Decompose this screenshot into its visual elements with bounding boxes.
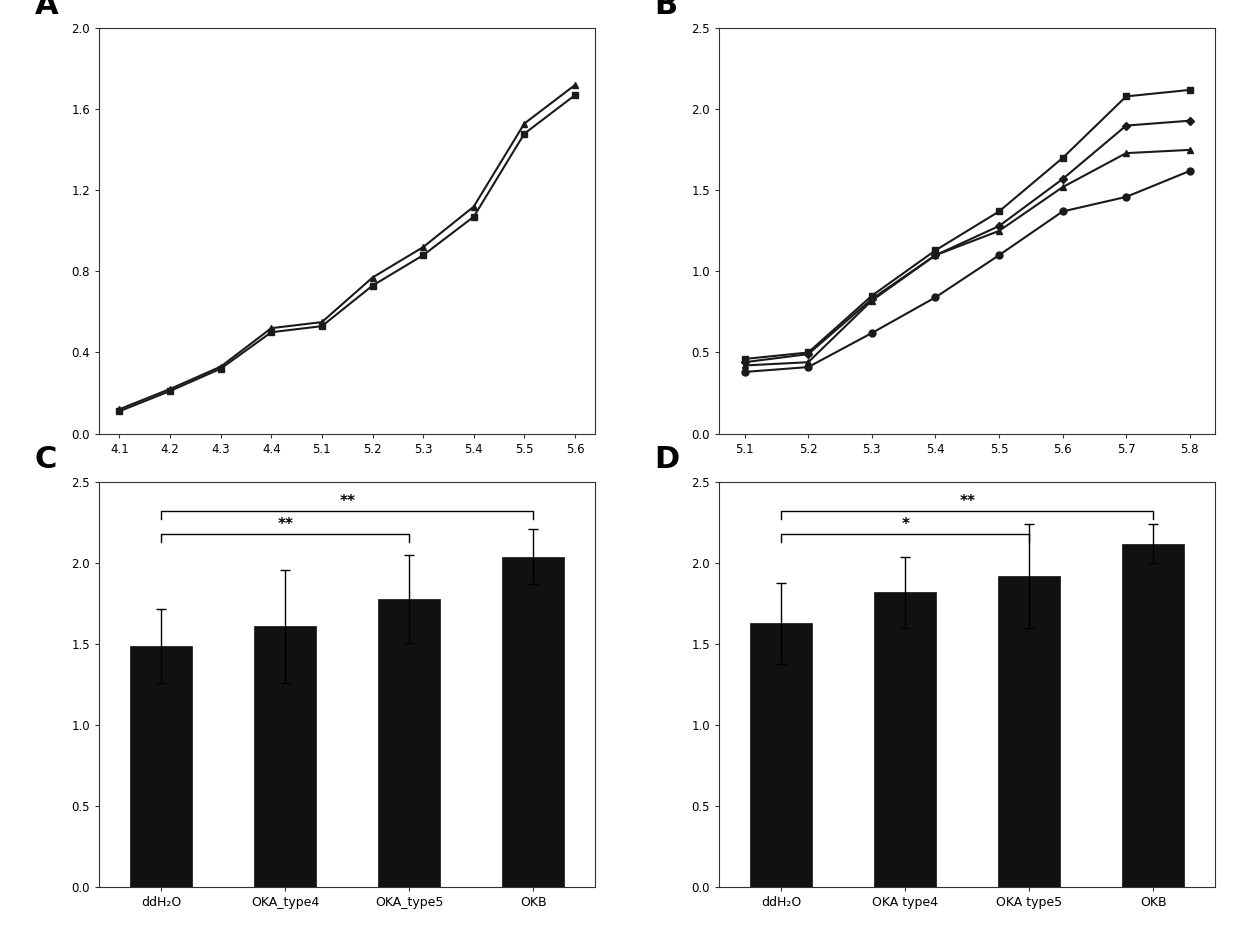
ddH$_2$O: [315, 320, 330, 331]
OKB: [928, 244, 942, 256]
OKB: [738, 353, 753, 364]
Bar: [998, 576, 1060, 887]
Text: **: **: [960, 494, 975, 509]
Line: ddH$_2$O: ddH$_2$O: [742, 167, 1193, 376]
ddH$_2$O: [864, 328, 879, 339]
OKB: [1182, 84, 1197, 95]
ddH$_2$O: [1118, 192, 1133, 203]
OKA type4: [1118, 147, 1133, 159]
Bar: [254, 627, 316, 887]
ddH$_2$O: [213, 363, 228, 375]
ddH$_2$O: [365, 280, 379, 292]
OKB: [1055, 152, 1070, 163]
ddH$_2$O: [928, 292, 942, 303]
OKB: [864, 290, 879, 301]
OK_type2: [517, 118, 532, 129]
ddH$_2$O: [415, 249, 430, 261]
OKA type4: [1182, 144, 1197, 156]
ddH$_2$O: [801, 362, 816, 373]
OKA type5: [1055, 174, 1070, 185]
Text: B: B: [655, 0, 678, 20]
ddH$_2$O: [517, 128, 532, 140]
OKA type4: [864, 295, 879, 306]
ddH$_2$O: [112, 406, 126, 417]
OK_type2: [568, 79, 583, 91]
OKB: [1118, 91, 1133, 102]
Bar: [750, 623, 812, 887]
OK_type2: [415, 242, 430, 253]
OK_type2: [112, 403, 126, 414]
OKA type5: [1182, 115, 1197, 126]
OK_type2: [315, 316, 330, 328]
Text: **: **: [340, 494, 355, 509]
ddH$_2$O: [466, 211, 481, 223]
ddH$_2$O: [1055, 206, 1070, 217]
ddH$_2$O: [738, 366, 753, 378]
OK_type2: [264, 323, 279, 334]
OKA type4: [801, 357, 816, 368]
Legend: OKA type4, OKA type5, OKB, ddH$_2$O: OKA type4, OKA type5, OKB, ddH$_2$O: [813, 479, 1121, 501]
OKA type5: [992, 220, 1007, 231]
Line: OKA type4: OKA type4: [742, 146, 1193, 369]
OKB: [992, 206, 1007, 217]
OKA type5: [1118, 120, 1133, 131]
ddH$_2$O: [264, 327, 279, 338]
OK_type2: [213, 361, 228, 372]
OKA type5: [801, 348, 816, 360]
Text: D: D: [655, 445, 680, 474]
ddH$_2$O: [992, 249, 1007, 261]
ddH$_2$O: [162, 385, 177, 396]
OKA type5: [738, 357, 753, 368]
Text: **: **: [278, 516, 293, 531]
Bar: [1122, 544, 1184, 887]
Legend: OK_type2, ddH$_2$O: OK_type2, ddH$_2$O: [255, 479, 439, 501]
Line: OK_type2: OK_type2: [117, 81, 578, 413]
ddH$_2$O: [1182, 165, 1197, 177]
OKA type5: [928, 249, 942, 261]
Line: ddH$_2$O: ddH$_2$O: [117, 92, 578, 414]
Bar: [130, 646, 192, 887]
Bar: [874, 593, 936, 887]
OKA type4: [1055, 181, 1070, 193]
OK_type2: [466, 201, 481, 212]
OKA type4: [928, 249, 942, 261]
OK_type2: [365, 272, 379, 283]
OKA type4: [738, 360, 753, 371]
OKB: [801, 346, 816, 358]
Text: *: *: [901, 516, 909, 531]
Line: OKB: OKB: [742, 87, 1193, 362]
OKA type5: [864, 294, 879, 305]
OK_type2: [162, 383, 177, 395]
Text: C: C: [35, 445, 57, 474]
Bar: [502, 557, 564, 887]
Bar: [378, 598, 440, 887]
Text: A: A: [35, 0, 58, 20]
OKA type4: [992, 226, 1007, 237]
ddH$_2$O: [568, 90, 583, 101]
Line: OKA type5: OKA type5: [742, 118, 1193, 365]
